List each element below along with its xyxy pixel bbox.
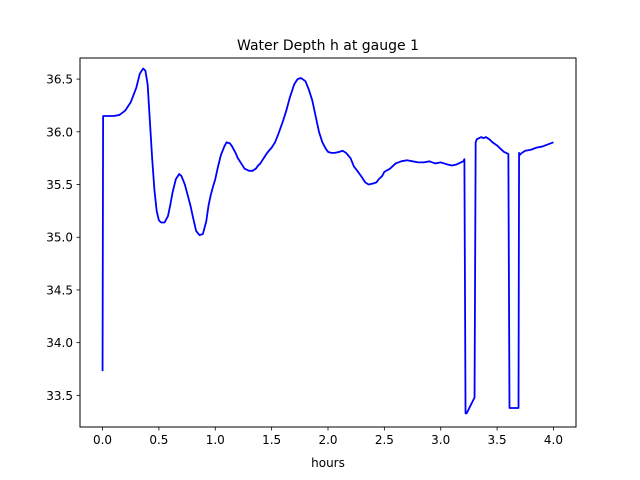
x-axis-ticks: 0.0 0.5 1.0 1.5 2.0 2.5 3.0 3.5 4.0 <box>93 427 563 447</box>
plot-frame <box>79 57 577 428</box>
x-tick-label: 2.5 <box>375 433 394 447</box>
series-line-water-depth <box>101 67 554 415</box>
x-tick-label: 3.0 <box>431 433 450 447</box>
x-tick-label: 0.5 <box>149 433 168 447</box>
x-tick-label: 3.5 <box>488 433 507 447</box>
y-tick-label: 36.5 <box>46 73 73 87</box>
y-tick-label: 34.5 <box>46 283 73 297</box>
chart-title: Water Depth h at gauge 1 <box>237 38 419 54</box>
y-tick-label: 33.5 <box>46 389 73 403</box>
y-tick-label: 34.0 <box>46 336 73 350</box>
x-tick-label: 2.0 <box>318 433 337 447</box>
x-tick-label: 0.0 <box>93 433 112 447</box>
y-axis-ticks: 33.5 34.0 34.5 35.0 35.5 36.0 36.5 <box>46 73 80 403</box>
y-tick-label: 35.5 <box>46 178 73 192</box>
x-tick-label: 4.0 <box>544 433 563 447</box>
y-tick-label: 35.0 <box>46 231 73 245</box>
x-axis-label: hours <box>311 456 345 470</box>
plot-area <box>101 67 554 415</box>
x-tick-label: 1.0 <box>206 433 225 447</box>
x-tick-label: 1.5 <box>262 433 281 447</box>
y-tick-label: 36.0 <box>46 125 73 139</box>
